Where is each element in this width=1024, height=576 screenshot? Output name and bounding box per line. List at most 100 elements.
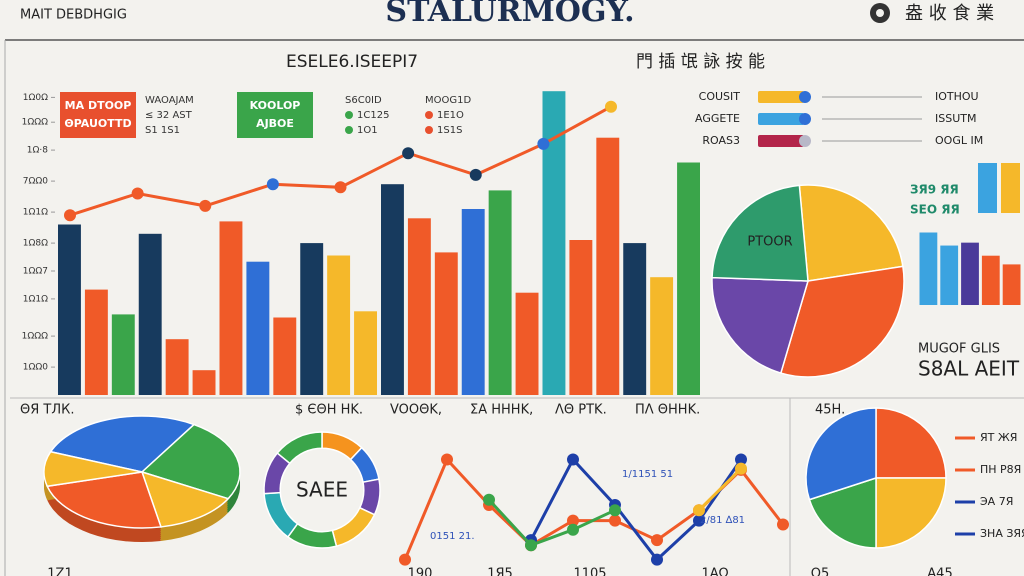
y-tick-label: 1Ω0Ω <box>23 93 48 103</box>
key-text: S6C0ID <box>345 95 382 106</box>
page-title: STALURMOGY. <box>385 0 634 29</box>
bar <box>246 261 270 395</box>
line-marker <box>334 181 347 194</box>
footer-label: 190 <box>408 567 433 576</box>
pie-slice <box>875 477 947 549</box>
y-tick-label: 1ΩΩΩ <box>22 332 48 342</box>
pie-slice <box>875 407 947 479</box>
bar <box>981 255 1000 305</box>
legend-label: ЭA 7Я <box>980 495 1013 508</box>
line-marker <box>483 493 495 506</box>
annotation: 2/81 ∆81 <box>700 515 745 526</box>
bar <box>192 370 216 395</box>
chart-title: ЗЯ9 ЯЯ <box>910 183 959 197</box>
key-text: 1O1 <box>357 125 378 136</box>
pie-slice <box>43 450 143 488</box>
pie-slice <box>711 184 809 282</box>
bar <box>84 289 108 395</box>
footer-label: 1105 <box>573 567 606 576</box>
key-text: S1 1S1 <box>145 125 180 136</box>
pie-slice <box>49 415 196 473</box>
key-dot <box>425 111 433 119</box>
line-marker <box>567 453 579 466</box>
pie-slice <box>779 265 905 378</box>
line-marker <box>525 539 537 552</box>
line-marker <box>567 523 579 536</box>
chart-title: ΣΑ ΗΗΗΚ, <box>470 403 533 418</box>
chart-title: VOOΘK, <box>390 403 442 418</box>
chart-title: ΘЯ ТЛК. <box>20 403 74 418</box>
bar <box>940 245 959 305</box>
line-marker <box>266 178 279 191</box>
header-right: 盎 收 食 業 <box>905 3 994 24</box>
bar <box>542 91 566 395</box>
bar <box>650 277 674 395</box>
key-text: ≤ 32 AST <box>145 110 193 121</box>
bar <box>219 221 243 395</box>
legend-box-text: AJBOE <box>256 117 294 130</box>
bar <box>569 240 593 395</box>
key-text: MOOG1D <box>425 95 471 106</box>
legend-label: ЗΗΑ ЗЯЯ <box>980 527 1024 540</box>
pie-caption: MUGOF GLIS <box>918 342 1000 357</box>
line-marker <box>131 187 144 200</box>
bar <box>111 314 135 395</box>
footer-label: 1Я5 <box>487 567 513 576</box>
chart-title: ΠΛ ΘΗΗΚ. <box>635 403 700 418</box>
line-marker <box>469 168 482 181</box>
legend-bar <box>758 113 804 125</box>
line-marker <box>402 147 415 160</box>
bar <box>677 162 700 395</box>
line-marker <box>567 514 579 527</box>
pie-slice <box>798 184 904 282</box>
legend-value: ISSUTM <box>935 112 976 125</box>
line-marker <box>609 514 621 527</box>
legend-box-text: ΘPAUOTTD <box>64 117 131 130</box>
bar <box>515 292 539 395</box>
bar <box>381 184 404 395</box>
bar <box>434 252 458 395</box>
legend-box-text: MA DTOOP <box>65 99 132 112</box>
legend-value: OOGL IM <box>935 134 983 147</box>
bar <box>919 232 938 305</box>
chart-title: $ ЄΘΗ ΗΚ. <box>295 403 363 418</box>
line-marker <box>605 100 617 113</box>
bar <box>488 190 512 395</box>
key-dot <box>425 126 433 134</box>
chart-note: 門 插 氓 詠 按 能 <box>636 52 765 72</box>
y-tick-label: 1Ω8Ω <box>23 239 48 249</box>
pie-slice <box>805 407 877 501</box>
chart-title: 45H. <box>815 403 845 418</box>
y-tick-label: 1Ω1Ω <box>23 294 48 304</box>
line-marker <box>537 137 550 150</box>
pie-slice <box>140 470 230 528</box>
bar <box>1001 163 1020 213</box>
bar <box>978 163 997 213</box>
y-tick-label: 1Ω1Ω <box>23 208 48 218</box>
line-marker <box>609 504 621 517</box>
annotation: 0151 21. <box>430 531 475 542</box>
line-marker <box>651 553 663 566</box>
bar <box>138 233 162 395</box>
bar <box>961 242 979 305</box>
bar <box>623 243 647 395</box>
line <box>529 456 743 562</box>
legend-dot <box>799 113 811 125</box>
line-marker <box>693 504 705 517</box>
chart-label: SAEE <box>296 478 348 502</box>
line <box>697 467 743 512</box>
pie-slice <box>808 476 877 549</box>
legend-name: ROAS3 <box>702 134 740 147</box>
line-marker <box>735 462 747 475</box>
donut-segment <box>276 431 323 465</box>
annotation: 1/1151 51 <box>622 469 673 480</box>
y-tick-label: 1ΩΩΩ <box>22 118 48 128</box>
bar <box>58 224 81 395</box>
pie-slice <box>46 471 162 529</box>
key-dot <box>345 126 353 134</box>
line-marker <box>735 453 747 466</box>
bar <box>1002 264 1021 305</box>
line-marker <box>693 514 705 527</box>
legend-label: ЯТ ЖЯ <box>980 431 1017 444</box>
